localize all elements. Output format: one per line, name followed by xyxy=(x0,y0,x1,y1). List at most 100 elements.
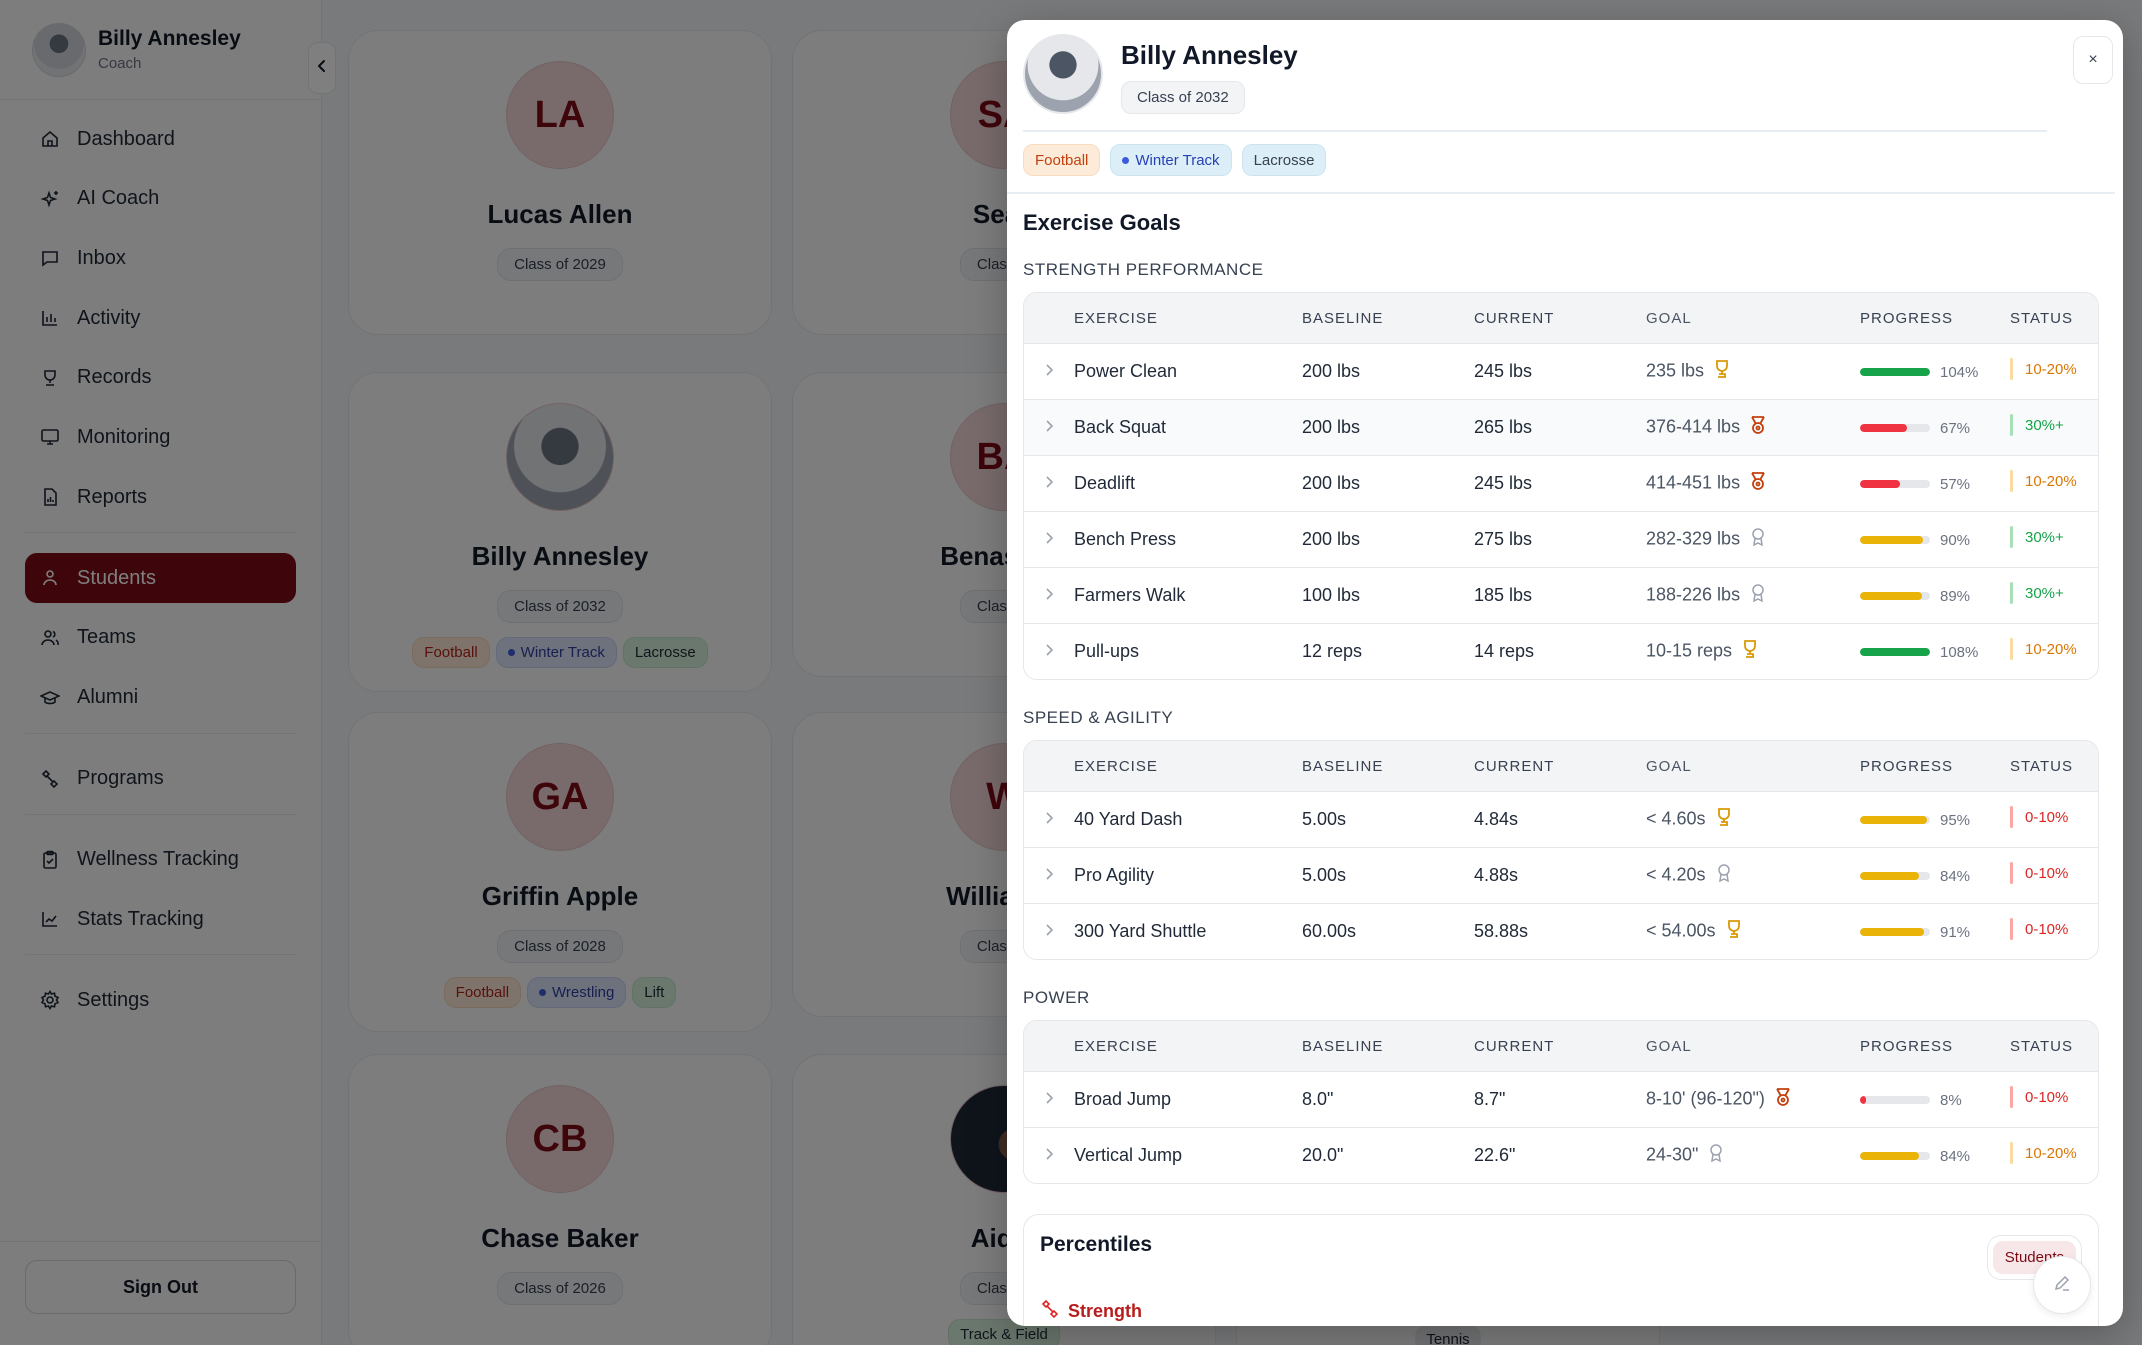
progress-percent: 91% xyxy=(1940,923,1971,941)
column-header[interactable]: STATUS xyxy=(2010,293,2098,343)
tag-winter-track[interactable]: Winter Track xyxy=(1110,144,1232,176)
status-cell: 0-10% xyxy=(2010,847,2098,903)
tag-label: Winter Track xyxy=(1135,151,1220,169)
status-badge: 10-20% xyxy=(2010,638,2077,660)
goal-value: < 54.00s xyxy=(1646,920,1716,941)
goal-value: 414-451 lbs xyxy=(1646,472,1741,493)
status-badge: 10-20% xyxy=(2010,358,2077,380)
column-header[interactable]: BASELINE xyxy=(1302,1021,1474,1071)
expand-row-button[interactable] xyxy=(1024,623,1074,679)
column-header[interactable]: BASELINE xyxy=(1302,741,1474,791)
close-button[interactable]: × xyxy=(2073,36,2113,84)
table-row[interactable]: 300 Yard Shuttle 60.00s 58.88s < 54.00s … xyxy=(1024,903,2098,959)
expand-row-button[interactable] xyxy=(1024,903,1074,959)
exercise-table: EXERCISE BASELINE CURRENT GOAL PROGRESS STATU… xyxy=(1023,1020,2099,1184)
trophy-gold-icon xyxy=(1712,359,1732,384)
column-header[interactable]: CURRENT xyxy=(1474,741,1646,791)
progress-cell: 8% xyxy=(1860,1071,2010,1127)
progress-percent: 90% xyxy=(1940,531,1971,549)
baseline-value: 8.0" xyxy=(1302,1071,1474,1127)
baseline-value: 5.00s xyxy=(1302,847,1474,903)
column-header[interactable]: STATUS xyxy=(2010,741,2098,791)
column-header[interactable]: EXERCISE xyxy=(1074,741,1302,791)
column-header[interactable]: PROGRESS xyxy=(1860,293,2010,343)
goal-cell: 8-10' (96-120") xyxy=(1646,1071,1860,1127)
exercise-name: Broad Jump xyxy=(1074,1071,1302,1127)
column-header[interactable]: PROGRESS xyxy=(1860,741,2010,791)
expand-row-button[interactable] xyxy=(1024,343,1074,399)
status-label: 10-20% xyxy=(2025,640,2077,658)
status-cell: 10-20% xyxy=(2010,343,2098,399)
column-header[interactable]: BASELINE xyxy=(1302,293,1474,343)
exercise-table: EXERCISE BASELINE CURRENT GOAL PROGRESS STATU… xyxy=(1023,740,2099,960)
baseline-value: 100 lbs xyxy=(1302,567,1474,623)
tag-football[interactable]: Football xyxy=(1023,144,1101,176)
expand-row-button[interactable] xyxy=(1024,1127,1074,1183)
chevron-right-icon xyxy=(1044,1145,1054,1165)
percentiles-title: Percentiles xyxy=(1040,1233,1153,1256)
edit-button[interactable] xyxy=(2033,1256,2091,1314)
progress-cell: 84% xyxy=(1860,1127,2010,1183)
column-header[interactable]: GOAL xyxy=(1646,293,1860,343)
status-cell: 30%+ xyxy=(2010,511,2098,567)
goal-value: 10-15 reps xyxy=(1646,640,1733,661)
expand-row-button[interactable] xyxy=(1024,567,1074,623)
expand-row-button[interactable] xyxy=(1024,847,1074,903)
progress-bar xyxy=(1860,1152,1930,1161)
column-header[interactable]: CURRENT xyxy=(1474,1021,1646,1071)
expand-row-button[interactable] xyxy=(1024,791,1074,847)
award-gray-icon xyxy=(1714,863,1734,888)
column-header xyxy=(1024,293,1074,343)
goal-cell: < 54.00s xyxy=(1646,903,1860,959)
goal-value: 24-30" xyxy=(1646,1144,1699,1165)
expand-row-button[interactable] xyxy=(1024,455,1074,511)
current-value: 275 lbs xyxy=(1474,511,1646,567)
column-header[interactable]: CURRENT xyxy=(1474,293,1646,343)
table-row[interactable]: Pro Agility 5.00s 4.88s < 4.20s 84% 0-10… xyxy=(1024,847,2098,903)
progress-bar xyxy=(1860,816,1930,825)
chevron-right-icon xyxy=(1044,641,1054,661)
column-header[interactable]: STATUS xyxy=(2010,1021,2098,1071)
table-row[interactable]: Vertical Jump 20.0" 22.6" 24-30" 84% 10-… xyxy=(1024,1127,2098,1183)
expand-row-button[interactable] xyxy=(1024,511,1074,567)
column-header[interactable]: EXERCISE xyxy=(1074,1021,1302,1071)
table-row[interactable]: Bench Press 200 lbs 275 lbs 282-329 lbs … xyxy=(1024,511,2098,567)
table-row[interactable]: Pull-ups 12 reps 14 reps 10-15 reps 108%… xyxy=(1024,623,2098,679)
column-header xyxy=(1024,741,1074,791)
modal-body: Exercise Goals STRENGTH PERFORMANCE EXERC… xyxy=(1007,210,2123,1326)
close-icon: × xyxy=(2088,51,2098,68)
current-value: 4.84s xyxy=(1474,791,1646,847)
expand-row-button[interactable] xyxy=(1024,399,1074,455)
table-row[interactable]: 40 Yard Dash 5.00s 4.84s < 4.60s 95% 0-1… xyxy=(1024,791,2098,847)
column-header[interactable]: GOAL xyxy=(1646,741,1860,791)
expand-row-button[interactable] xyxy=(1024,1071,1074,1127)
goal-cell: 235 lbs xyxy=(1646,343,1860,399)
trophy-gold-icon xyxy=(1724,919,1744,944)
goal-cell: 10-15 reps xyxy=(1646,623,1860,679)
tag-lacrosse[interactable]: Lacrosse xyxy=(1241,144,1327,176)
exercise-name: Pro Agility xyxy=(1074,847,1302,903)
table-row[interactable]: Broad Jump 8.0" 8.7" 8-10' (96-120") 8% … xyxy=(1024,1071,2098,1127)
table-row[interactable]: Power Clean 200 lbs 245 lbs 235 lbs 104%… xyxy=(1024,343,2098,399)
progress-percent: 8% xyxy=(1940,1091,1962,1109)
table-header: EXERCISE BASELINE CURRENT GOAL PROGRESS STATU… xyxy=(1024,1021,2098,1071)
table-row[interactable]: Deadlift 200 lbs 245 lbs 414-451 lbs 57%… xyxy=(1024,455,2098,511)
progress-cell: 91% xyxy=(1860,903,2010,959)
goal-value: 8-10' (96-120") xyxy=(1646,1088,1765,1109)
column-header[interactable]: GOAL xyxy=(1646,1021,1860,1071)
column-header[interactable]: PROGRESS xyxy=(1860,1021,2010,1071)
section-title: Exercise Goals xyxy=(1023,210,1181,235)
goal-cell: < 4.20s xyxy=(1646,847,1860,903)
progress-bar xyxy=(1860,368,1930,377)
table-row[interactable]: Back Squat 200 lbs 265 lbs 376-414 lbs 6… xyxy=(1024,399,2098,455)
table-header: EXERCISE BASELINE CURRENT GOAL PROGRESS STATU… xyxy=(1024,293,2098,343)
baseline-value: 12 reps xyxy=(1302,623,1474,679)
column-header xyxy=(1024,1021,1074,1071)
progress-bar xyxy=(1860,480,1930,489)
column-header[interactable]: EXERCISE xyxy=(1074,293,1302,343)
status-label: 30%+ xyxy=(2025,584,2064,602)
table-row[interactable]: Farmers Walk 100 lbs 185 lbs 188-226 lbs… xyxy=(1024,567,2098,623)
progress-bar xyxy=(1860,592,1930,601)
progress-percent: 104% xyxy=(1940,363,1979,381)
status-badge: 0-10% xyxy=(2010,918,2068,940)
